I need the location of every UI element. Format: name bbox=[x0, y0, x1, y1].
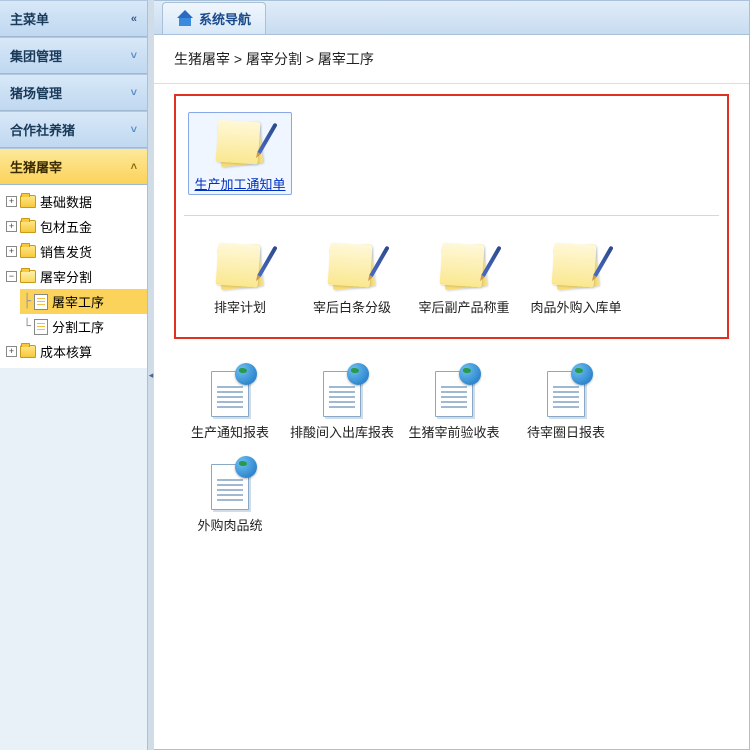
tab-label: 系统导航 bbox=[199, 9, 251, 28]
main-panel: 系统导航 生猪屠宰 > 屠宰分割 > 屠宰工序 生产加工通知单 排宰计划 bbox=[154, 0, 750, 750]
tree-node-slaughter-proc[interactable]: ├ 屠宰工序 bbox=[20, 289, 147, 314]
tree-node-cost-calc[interactable]: + 成本核算 bbox=[6, 339, 147, 364]
menu-main[interactable]: 主菜单 « bbox=[0, 0, 147, 37]
item-label: 宰后白条分级 bbox=[300, 300, 404, 317]
tree-label: 销售发货 bbox=[40, 242, 92, 261]
content-area: 生产加工通知单 排宰计划 宰后白条分级 宰后副产品称重 bbox=[154, 84, 749, 749]
note-pen-icon bbox=[551, 240, 601, 290]
tree-line-icon: └ bbox=[20, 319, 34, 334]
expand-icon[interactable]: + bbox=[6, 196, 17, 207]
folder-icon bbox=[20, 245, 36, 258]
report-icon bbox=[317, 365, 367, 417]
tree-node-packaging[interactable]: + 包材五金 bbox=[6, 214, 147, 239]
home-icon bbox=[177, 12, 193, 26]
chevron-down-icon: ˅ bbox=[131, 124, 137, 136]
item-label: 排宰计划 bbox=[188, 300, 292, 317]
folder-icon bbox=[20, 220, 36, 233]
menu-slaughter[interactable]: 生猪屠宰 ˄ bbox=[0, 148, 147, 185]
folder-open-icon bbox=[20, 270, 36, 283]
note-pen-icon bbox=[327, 240, 377, 290]
item-label: 肉品外购入库单 bbox=[524, 300, 628, 317]
expand-icon[interactable]: + bbox=[6, 221, 17, 232]
tree-label: 屠宰工序 bbox=[52, 292, 104, 311]
document-icon bbox=[34, 294, 48, 310]
menu-label: 主菜单 bbox=[10, 9, 49, 28]
tab-system-nav[interactable]: 系统导航 bbox=[162, 2, 266, 34]
tree-node-cut-proc[interactable]: └ 分割工序 bbox=[20, 314, 147, 339]
tree-label: 屠宰分割 bbox=[40, 267, 92, 286]
menu-label: 生猪屠宰 bbox=[10, 157, 62, 176]
item-production-notice[interactable]: 生产加工通知单 bbox=[188, 112, 292, 195]
highlighted-group: 生产加工通知单 排宰计划 宰后白条分级 宰后副产品称重 bbox=[174, 94, 729, 339]
folder-icon bbox=[20, 345, 36, 358]
report-icon bbox=[541, 365, 591, 417]
menu-pigfarm-mgmt[interactable]: 猪场管理 ˅ bbox=[0, 74, 147, 111]
item-label: 排酸间入出库报表 bbox=[290, 425, 394, 442]
menu-coop-pig[interactable]: 合作社养猪 ˅ bbox=[0, 111, 147, 148]
note-pen-icon bbox=[215, 117, 265, 167]
expand-icon[interactable]: + bbox=[6, 246, 17, 257]
chevron-collapse-icon: « bbox=[131, 13, 137, 25]
note-pen-icon bbox=[215, 240, 265, 290]
menu-group-mgmt[interactable]: 集团管理 ˅ bbox=[0, 37, 147, 74]
menu-label: 集团管理 bbox=[10, 46, 62, 65]
item-meat-purchase-in[interactable]: 肉品外购入库单 bbox=[524, 240, 628, 317]
item-acid-room-report[interactable]: 排酸间入出库报表 bbox=[290, 365, 394, 442]
item-row: 生产加工通知单 bbox=[184, 106, 719, 205]
report-icon bbox=[429, 365, 479, 417]
item-pre-inspection-report[interactable]: 生猪宰前验收表 bbox=[402, 365, 506, 442]
item-label: 待宰圈日报表 bbox=[514, 425, 618, 442]
item-label: 生产加工通知单 bbox=[189, 177, 291, 194]
nav-tree: + 基础数据 + 包材五金 + 销售发货 − 屠宰分割 ├ bbox=[0, 185, 147, 368]
expand-icon[interactable]: + bbox=[6, 346, 17, 357]
tab-bar: 系统导航 bbox=[154, 1, 749, 35]
item-production-report[interactable]: 生产通知报表 bbox=[178, 365, 282, 442]
collapse-icon[interactable]: − bbox=[6, 271, 17, 282]
menu-label: 猪场管理 bbox=[10, 83, 62, 102]
item-purchase-meat-report[interactable]: 外购肉品统 bbox=[178, 458, 282, 535]
item-post-grading[interactable]: 宰后白条分级 bbox=[300, 240, 404, 317]
breadcrumb: 生猪屠宰 > 屠宰分割 > 屠宰工序 bbox=[154, 35, 749, 84]
item-slaughter-plan[interactable]: 排宰计划 bbox=[188, 240, 292, 317]
folder-icon bbox=[20, 195, 36, 208]
item-byproduct-weigh[interactable]: 宰后副产品称重 bbox=[412, 240, 516, 317]
sidebar: 主菜单 « 集团管理 ˅ 猪场管理 ˅ 合作社养猪 ˅ 生猪屠宰 ˄ + 基础数… bbox=[0, 0, 148, 750]
document-icon bbox=[34, 319, 48, 335]
item-pen-daily-report[interactable]: 待宰圈日报表 bbox=[514, 365, 618, 442]
chevron-up-icon: ˄ bbox=[131, 161, 137, 173]
tree-label: 包材五金 bbox=[40, 217, 92, 236]
breadcrumb-text: 生猪屠宰 > 屠宰分割 > 屠宰工序 bbox=[174, 51, 374, 67]
reports-row: 生产通知报表 排酸间入出库报表 生猪宰前验收表 待宰圈日报表 外购肉品统 bbox=[174, 359, 729, 545]
tree-line-icon: ├ bbox=[20, 294, 34, 309]
item-row: 排宰计划 宰后白条分级 宰后副产品称重 肉品外购入库单 bbox=[184, 215, 719, 327]
tree-label: 成本核算 bbox=[40, 342, 92, 361]
report-icon bbox=[205, 458, 255, 510]
chevron-down-icon: ˅ bbox=[131, 50, 137, 62]
tree-label: 分割工序 bbox=[52, 317, 104, 336]
menu-label: 合作社养猪 bbox=[10, 120, 75, 139]
tree-node-sales-ship[interactable]: + 销售发货 bbox=[6, 239, 147, 264]
tree-node-slaughter-cut[interactable]: − 屠宰分割 bbox=[6, 264, 147, 289]
item-label: 生产通知报表 bbox=[178, 425, 282, 442]
item-label: 外购肉品统 bbox=[178, 518, 282, 535]
report-icon bbox=[205, 365, 255, 417]
tree-node-basic-data[interactable]: + 基础数据 bbox=[6, 189, 147, 214]
tree-label: 基础数据 bbox=[40, 192, 92, 211]
chevron-down-icon: ˅ bbox=[131, 87, 137, 99]
item-label: 宰后副产品称重 bbox=[412, 300, 516, 317]
note-pen-icon bbox=[439, 240, 489, 290]
item-label: 生猪宰前验收表 bbox=[402, 425, 506, 442]
